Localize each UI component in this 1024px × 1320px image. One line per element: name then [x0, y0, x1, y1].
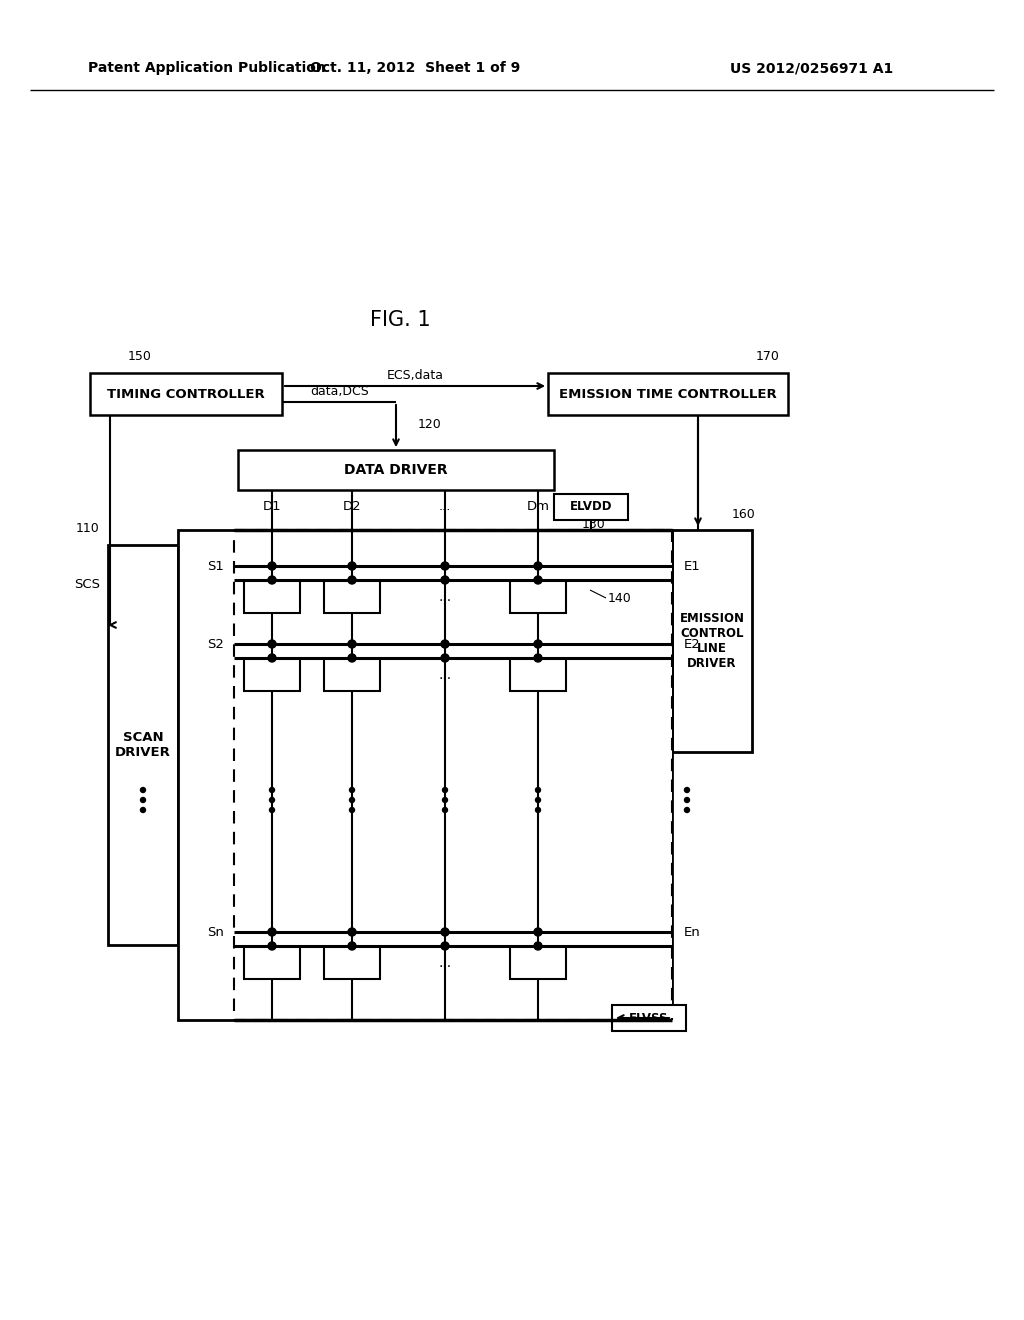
Circle shape — [268, 942, 276, 950]
Bar — [108, 545, 178, 945]
Circle shape — [268, 576, 276, 583]
Circle shape — [268, 562, 276, 570]
Bar — [234, 531, 672, 1020]
Circle shape — [442, 808, 447, 813]
Text: EMISSION
CONTROL
LINE
DRIVER: EMISSION CONTROL LINE DRIVER — [680, 612, 744, 671]
Text: data,DCS: data,DCS — [310, 385, 370, 399]
Circle shape — [441, 653, 449, 663]
Text: ELVDD: ELVDD — [569, 500, 612, 513]
Text: Sn: Sn — [207, 925, 224, 939]
Text: SCAN
DRIVER: SCAN DRIVER — [115, 731, 171, 759]
Text: US 2012/0256971 A1: US 2012/0256971 A1 — [730, 61, 893, 75]
Text: D1: D1 — [263, 500, 282, 513]
Circle shape — [268, 640, 276, 648]
Circle shape — [140, 797, 145, 803]
Circle shape — [441, 942, 449, 950]
Circle shape — [268, 653, 276, 663]
Text: FIG. 1: FIG. 1 — [370, 310, 430, 330]
Text: 150: 150 — [128, 351, 152, 363]
Text: 120: 120 — [418, 417, 441, 430]
Text: E1: E1 — [684, 560, 700, 573]
Circle shape — [268, 928, 276, 936]
Circle shape — [441, 640, 449, 648]
Bar — [244, 659, 300, 690]
Text: En: En — [684, 925, 700, 939]
Circle shape — [140, 788, 145, 792]
Bar — [244, 946, 300, 979]
Circle shape — [534, 562, 542, 570]
Circle shape — [536, 797, 541, 803]
Text: Oct. 11, 2012  Sheet 1 of 9: Oct. 11, 2012 Sheet 1 of 9 — [310, 61, 520, 75]
Circle shape — [348, 640, 356, 648]
Text: S2: S2 — [207, 638, 224, 651]
Circle shape — [441, 576, 449, 583]
Text: Dm: Dm — [526, 500, 550, 513]
Bar — [178, 531, 672, 1020]
Text: 160: 160 — [732, 507, 756, 520]
Circle shape — [348, 562, 356, 570]
Circle shape — [536, 808, 541, 813]
Circle shape — [348, 653, 356, 663]
Circle shape — [684, 788, 689, 792]
Circle shape — [534, 928, 542, 936]
Bar — [244, 581, 300, 612]
Circle shape — [534, 653, 542, 663]
Text: 140: 140 — [608, 591, 632, 605]
Circle shape — [684, 797, 689, 803]
Text: ...: ... — [438, 590, 452, 605]
Text: 110: 110 — [76, 523, 100, 536]
Text: EMISSION TIME CONTROLLER: EMISSION TIME CONTROLLER — [559, 388, 777, 400]
Text: 130: 130 — [582, 517, 606, 531]
Bar — [612, 1005, 686, 1031]
Circle shape — [534, 942, 542, 950]
Circle shape — [441, 928, 449, 936]
Text: SCS: SCS — [74, 578, 100, 591]
Circle shape — [349, 797, 354, 803]
Bar — [510, 946, 566, 979]
Circle shape — [349, 808, 354, 813]
Text: Patent Application Publication: Patent Application Publication — [88, 61, 326, 75]
Circle shape — [442, 788, 447, 792]
Text: TIMING CONTROLLER: TIMING CONTROLLER — [108, 388, 265, 400]
Circle shape — [536, 788, 541, 792]
Circle shape — [534, 576, 542, 583]
Text: ...: ... — [438, 668, 452, 682]
Bar — [554, 494, 628, 520]
Bar — [548, 374, 788, 414]
Bar — [238, 450, 554, 490]
Bar — [324, 659, 380, 690]
Circle shape — [442, 797, 447, 803]
Bar — [324, 946, 380, 979]
Circle shape — [348, 576, 356, 583]
Circle shape — [348, 942, 356, 950]
Bar — [510, 581, 566, 612]
Circle shape — [348, 928, 356, 936]
Text: E2: E2 — [684, 638, 700, 651]
Circle shape — [140, 808, 145, 813]
Circle shape — [269, 788, 274, 792]
Text: ELVSS: ELVSS — [630, 1011, 669, 1024]
Text: ECS,data: ECS,data — [386, 368, 443, 381]
Circle shape — [269, 797, 274, 803]
Text: ...: ... — [439, 500, 452, 513]
Bar — [510, 659, 566, 690]
Text: 170: 170 — [756, 351, 780, 363]
Circle shape — [269, 808, 274, 813]
Text: S1: S1 — [207, 560, 224, 573]
Circle shape — [349, 788, 354, 792]
Bar — [672, 531, 752, 752]
Circle shape — [534, 640, 542, 648]
Text: D2: D2 — [343, 500, 361, 513]
Text: DATA DRIVER: DATA DRIVER — [344, 463, 447, 477]
Bar — [324, 581, 380, 612]
Bar — [90, 374, 282, 414]
Circle shape — [684, 808, 689, 813]
Text: ...: ... — [438, 956, 452, 970]
Circle shape — [441, 562, 449, 570]
